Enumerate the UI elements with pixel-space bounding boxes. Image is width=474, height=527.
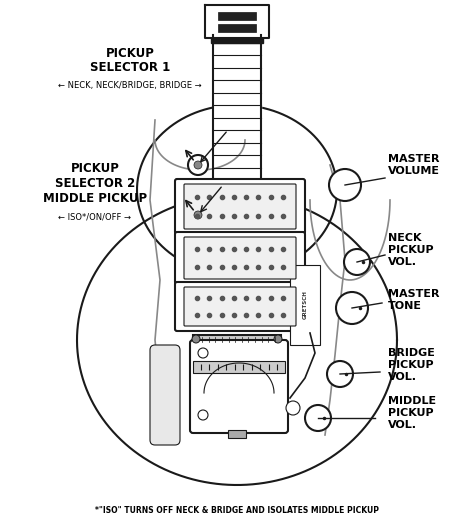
Circle shape	[327, 361, 353, 387]
Bar	[193, 361, 285, 373]
Circle shape	[286, 401, 300, 415]
Circle shape	[194, 211, 202, 219]
Polygon shape	[211, 38, 263, 43]
Circle shape	[198, 348, 208, 358]
Polygon shape	[137, 105, 337, 275]
Text: PICKUP: PICKUP	[71, 162, 119, 175]
Circle shape	[198, 410, 208, 420]
Text: SELECTOR 1: SELECTOR 1	[90, 61, 170, 74]
Circle shape	[194, 161, 202, 169]
Text: ← NECK, NECK/BRIDGE, BRIDGE →: ← NECK, NECK/BRIDGE, BRIDGE →	[58, 81, 202, 90]
Text: *"ISO" TURNS OFF NECK & BRIDGE AND ISOLATES MIDDLE PICKUP: *"ISO" TURNS OFF NECK & BRIDGE AND ISOLA…	[95, 506, 379, 515]
Bar	[193, 335, 281, 343]
Text: MIDDLE PICKUP: MIDDLE PICKUP	[43, 192, 147, 205]
Circle shape	[188, 155, 208, 175]
Text: BRIDGE
PICKUP
VOL.: BRIDGE PICKUP VOL.	[388, 348, 435, 382]
Circle shape	[188, 205, 208, 225]
Text: MASTER
VOLUME: MASTER VOLUME	[388, 154, 440, 176]
Text: MIDDLE
PICKUP
VOL.: MIDDLE PICKUP VOL.	[388, 396, 436, 430]
Bar	[218, 24, 256, 32]
Text: SELECTOR 2: SELECTOR 2	[55, 177, 135, 190]
FancyBboxPatch shape	[150, 345, 180, 445]
Text: GRETSCH: GRETSCH	[302, 290, 308, 319]
Circle shape	[274, 335, 282, 343]
Bar	[218, 12, 256, 20]
FancyBboxPatch shape	[175, 179, 305, 234]
FancyBboxPatch shape	[175, 232, 305, 284]
FancyBboxPatch shape	[175, 282, 305, 331]
Bar	[228, 430, 246, 438]
Circle shape	[329, 169, 361, 201]
Text: ← ISO*/ON/OFF →: ← ISO*/ON/OFF →	[58, 213, 131, 222]
FancyBboxPatch shape	[190, 340, 288, 433]
Polygon shape	[77, 195, 397, 485]
Text: MASTER
TONE: MASTER TONE	[388, 289, 439, 311]
Circle shape	[192, 335, 200, 343]
FancyBboxPatch shape	[184, 287, 296, 326]
Polygon shape	[213, 35, 261, 185]
Circle shape	[344, 249, 370, 275]
FancyBboxPatch shape	[184, 184, 296, 229]
Text: NECK
PICKUP
VOL.: NECK PICKUP VOL.	[388, 233, 434, 267]
Bar	[290, 265, 320, 345]
Text: PICKUP: PICKUP	[106, 47, 155, 60]
Circle shape	[336, 292, 368, 324]
FancyBboxPatch shape	[184, 237, 296, 279]
Circle shape	[305, 405, 331, 431]
Polygon shape	[205, 5, 269, 38]
